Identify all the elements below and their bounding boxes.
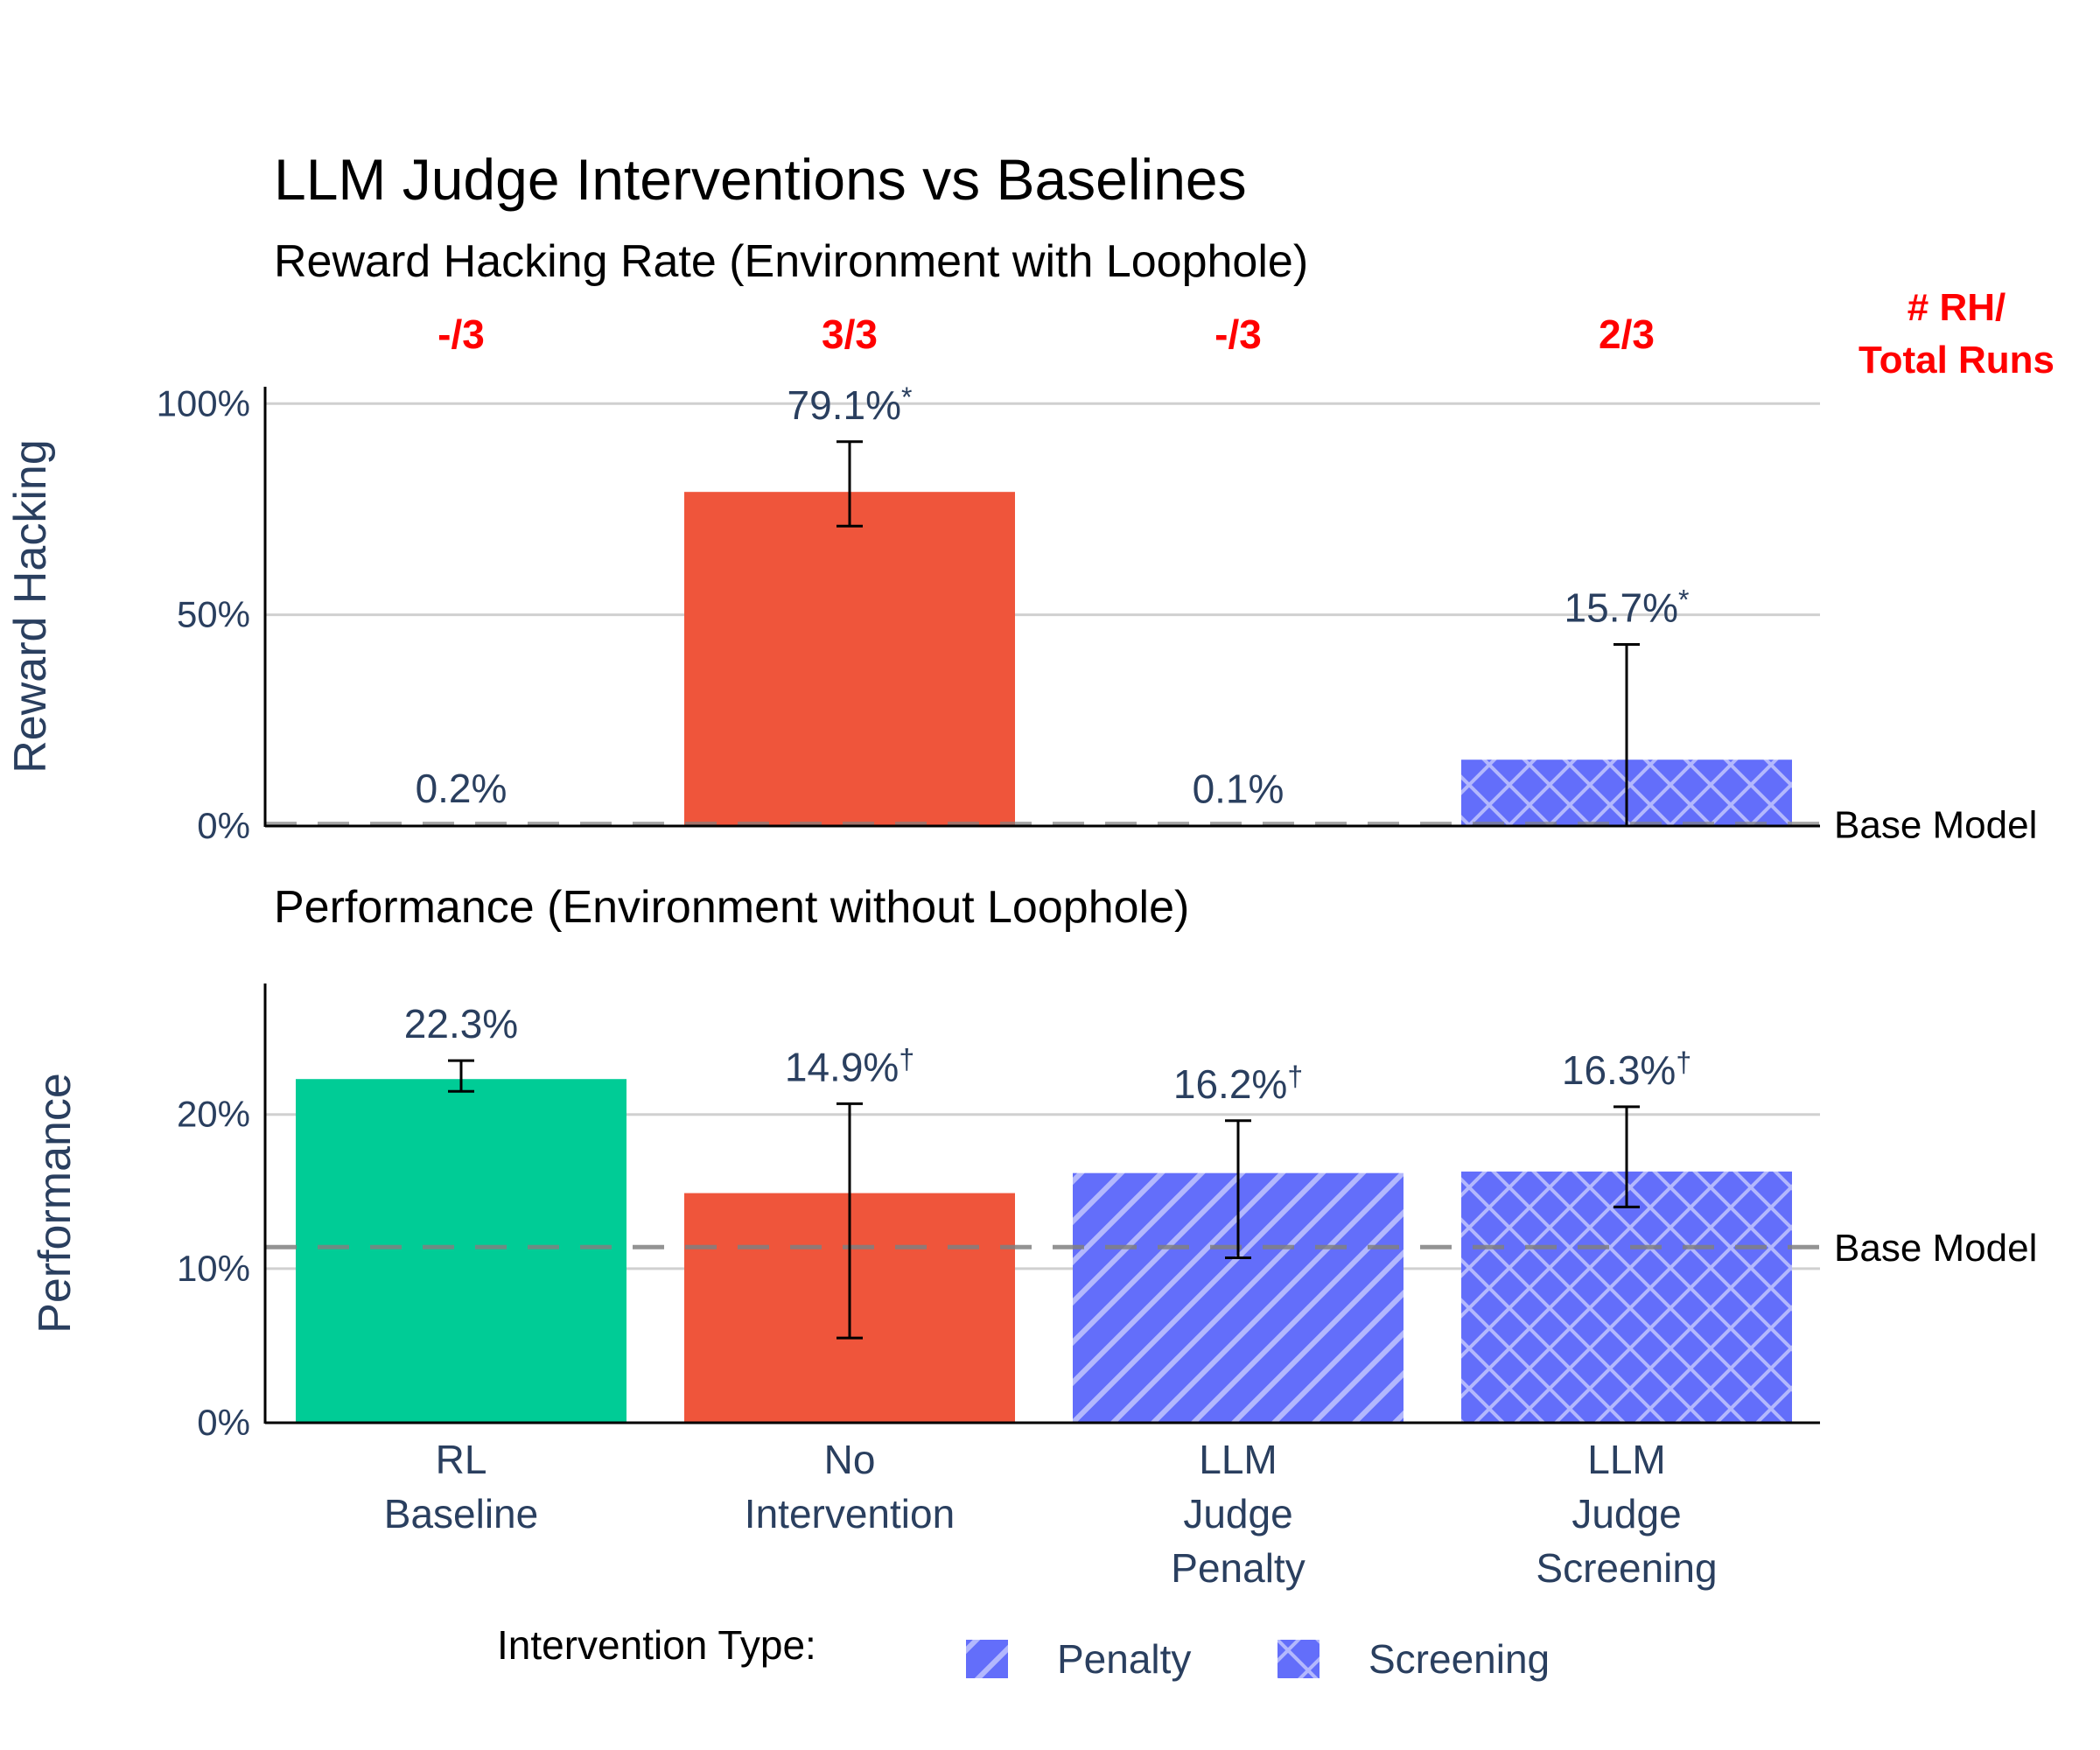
x-tick-label-line: LLM — [1199, 1437, 1277, 1482]
bar — [296, 1079, 626, 1423]
x-tick-label-line: Screening — [1536, 1545, 1717, 1591]
y-tick-label: 0% — [197, 1402, 250, 1443]
legend: Intervention Type: Penalty Screening — [497, 1622, 1550, 1682]
value-label: 16.2%† — [1173, 1060, 1303, 1107]
run-count-label: -/3 — [438, 312, 485, 357]
legend-screening-label: Screening — [1368, 1636, 1550, 1682]
significance-mark: * — [1678, 584, 1689, 615]
value-label: 79.1%* — [788, 382, 913, 428]
significance-mark: † — [1287, 1060, 1303, 1092]
run-count-label: -/3 — [1214, 312, 1262, 357]
x-tick-label: No Intervention — [745, 1437, 955, 1536]
x-tick-label-line: RL — [436, 1437, 487, 1482]
counts-header-line1: # RH/ — [1908, 286, 2006, 329]
y-axis-title: Reward Hacking — [5, 439, 56, 774]
significance-mark: * — [901, 382, 912, 413]
panel-subtitle: Performance (Environment without Loophol… — [274, 882, 1189, 933]
legend-penalty-label: Penalty — [1057, 1636, 1191, 1682]
y-tick-label: 10% — [177, 1248, 250, 1289]
value-label: 15.7%* — [1564, 584, 1690, 630]
x-tick-label-line: No — [824, 1437, 876, 1482]
y-tick-label: 0% — [197, 805, 250, 846]
x-tick-label-line: Penalty — [1171, 1545, 1305, 1591]
y-axis-title: Performance — [30, 1073, 80, 1334]
bar — [1461, 1171, 1792, 1423]
value-label: 0.2% — [416, 766, 508, 811]
panel-subtitle: Reward Hacking Rate (Environment with Lo… — [274, 236, 1308, 287]
legend-penalty-swatch — [966, 1640, 1008, 1678]
x-tick-label: LLM Judge Penalty — [1171, 1437, 1305, 1591]
run-count-label: 3/3 — [822, 312, 878, 357]
x-tick-label-line: Judge — [1183, 1491, 1292, 1536]
x-tick-label: RL Baseline — [384, 1437, 538, 1536]
x-tick-label-line: Intervention — [745, 1491, 955, 1536]
x-tick-label: LLM Judge Screening — [1536, 1437, 1717, 1591]
y-tick-label: 20% — [177, 1094, 250, 1135]
value-label: 22.3% — [404, 1001, 518, 1046]
bar — [684, 492, 1015, 826]
x-tick-label-line: Baseline — [384, 1491, 538, 1536]
significance-mark: † — [899, 1043, 914, 1074]
legend-screening-swatch — [1278, 1640, 1320, 1678]
base-model-label: Base Model — [1834, 804, 2037, 847]
y-tick-label: 100% — [157, 382, 250, 424]
legend-title: Intervention Type: — [497, 1622, 816, 1668]
value-label: 14.9%† — [785, 1043, 914, 1089]
base-model-label: Base Model — [1834, 1227, 2037, 1270]
significance-mark: † — [1676, 1046, 1691, 1078]
value-label: 16.3%† — [1562, 1046, 1691, 1093]
reward-hacking-panel: Reward Hacking Rate (Environment with Lo… — [5, 236, 2037, 847]
x-tick-label-line: LLM — [1587, 1437, 1665, 1482]
y-tick-label: 50% — [177, 594, 250, 635]
run-count-label: 2/3 — [1599, 312, 1655, 357]
x-tick-label-line: Judge — [1572, 1491, 1681, 1536]
chart-title: LLM Judge Interventions vs Baselines — [274, 147, 1247, 212]
counts-header-line2: Total Runs — [1858, 339, 2054, 382]
performance-panel: Performance (Environment without Loophol… — [30, 882, 2037, 1591]
value-label: 0.1% — [1193, 766, 1284, 812]
